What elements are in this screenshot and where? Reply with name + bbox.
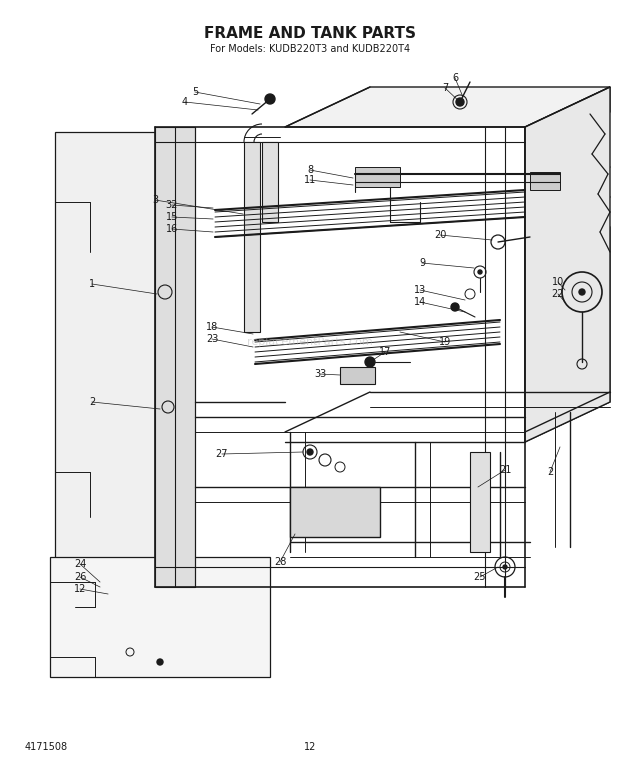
Text: 10: 10 (552, 277, 564, 287)
Polygon shape (244, 142, 260, 332)
Circle shape (451, 303, 459, 311)
Circle shape (478, 270, 482, 274)
Text: replacementParts.com: replacementParts.com (247, 337, 373, 347)
Text: 9: 9 (419, 258, 425, 268)
Text: 32: 32 (166, 200, 178, 210)
Polygon shape (55, 132, 155, 572)
Text: 19: 19 (439, 337, 451, 347)
Polygon shape (530, 172, 560, 190)
Polygon shape (470, 452, 490, 552)
Circle shape (579, 289, 585, 295)
Text: 6: 6 (452, 73, 458, 83)
Polygon shape (155, 127, 195, 587)
Circle shape (365, 357, 375, 367)
Polygon shape (50, 557, 270, 677)
Text: 13: 13 (414, 285, 426, 295)
Circle shape (265, 94, 275, 104)
Polygon shape (525, 87, 610, 442)
Polygon shape (285, 87, 610, 127)
Text: 33: 33 (314, 369, 326, 379)
Polygon shape (340, 367, 375, 384)
Circle shape (307, 449, 313, 455)
Text: 18: 18 (206, 322, 218, 332)
Text: 21: 21 (499, 465, 511, 475)
Text: 20: 20 (434, 230, 446, 240)
Circle shape (456, 98, 464, 106)
Text: 3: 3 (152, 195, 158, 205)
Text: 1: 1 (89, 279, 95, 289)
Text: 16: 16 (166, 224, 178, 234)
Text: 26: 26 (74, 572, 86, 582)
Text: 12: 12 (74, 584, 86, 594)
Text: 25: 25 (474, 572, 486, 582)
Circle shape (503, 565, 507, 569)
Polygon shape (355, 167, 400, 187)
Text: 2: 2 (547, 467, 553, 477)
Text: 2: 2 (89, 397, 95, 407)
Text: 11: 11 (304, 175, 316, 185)
Text: For Models: KUDB220T3 and KUDB220T4: For Models: KUDB220T3 and KUDB220T4 (210, 44, 410, 54)
Text: 27: 27 (216, 449, 228, 459)
Text: 22: 22 (552, 289, 564, 299)
Text: 17: 17 (379, 347, 391, 357)
Text: 5: 5 (192, 87, 198, 97)
Text: 15: 15 (166, 212, 178, 222)
Text: 7: 7 (442, 83, 448, 93)
Text: 14: 14 (414, 297, 426, 307)
Text: 4171508: 4171508 (25, 742, 68, 752)
Text: FRAME AND TANK PARTS: FRAME AND TANK PARTS (204, 27, 416, 41)
Polygon shape (525, 87, 610, 442)
Text: 28: 28 (274, 557, 286, 567)
Polygon shape (262, 142, 278, 222)
Text: 23: 23 (206, 334, 218, 344)
Text: 4: 4 (182, 97, 188, 107)
Circle shape (157, 659, 163, 665)
Text: 12: 12 (304, 742, 316, 752)
Text: 8: 8 (307, 165, 313, 175)
Text: 24: 24 (74, 559, 86, 569)
Polygon shape (290, 487, 380, 537)
